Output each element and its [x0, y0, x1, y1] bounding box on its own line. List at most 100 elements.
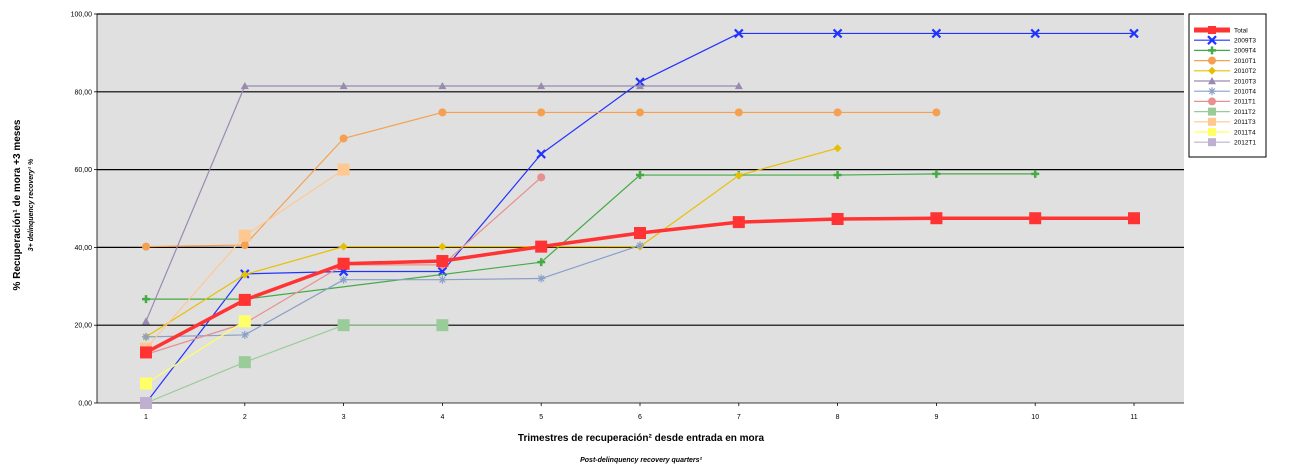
data-point [831, 213, 844, 226]
data-point [930, 212, 943, 225]
data-point [1029, 212, 1042, 225]
data-point [734, 108, 743, 117]
x-tick-label: 8 [836, 414, 840, 421]
data-point [438, 242, 447, 251]
series-line [145, 324, 443, 404]
data-point [1208, 107, 1216, 116]
data-point [636, 81, 644, 90]
legend-item: 2011T2 [1194, 107, 1256, 116]
data-point [238, 315, 251, 328]
legend-label: 2009T3 [1234, 38, 1256, 45]
legend-item: 2010T4 [1194, 87, 1256, 96]
legend-item: 2010T1 [1194, 56, 1256, 65]
legend-item: 2010T2 [1194, 66, 1256, 75]
y-tick-label: 40,00 [74, 245, 92, 252]
legend-label: 2011T2 [1234, 109, 1256, 116]
legend-label: 2010T2 [1234, 68, 1256, 75]
data-point [238, 356, 251, 369]
data-point [238, 229, 251, 242]
y-axis-title: % Recuperación¹ de mora +3 meses [12, 119, 23, 290]
legend-item: Total [1194, 26, 1248, 34]
data-point [436, 319, 449, 332]
data-point [240, 330, 249, 339]
data-point [339, 275, 348, 284]
series-2010T4 [142, 241, 644, 341]
x-tick-label: 9 [934, 414, 938, 421]
data-point [142, 317, 150, 325]
data-point [1129, 28, 1139, 39]
legend-label: 2012T1 [1234, 140, 1256, 147]
data-point [833, 144, 842, 153]
data-point [1208, 46, 1216, 55]
data-point [1128, 212, 1140, 225]
data-point [1208, 128, 1216, 136]
data-point [1208, 117, 1216, 126]
x-tick-label: 6 [638, 414, 642, 421]
data-point [339, 242, 348, 251]
data-point [931, 28, 942, 39]
data-point [337, 319, 350, 332]
data-point [140, 377, 152, 390]
data-point [636, 171, 644, 180]
data-point [436, 255, 449, 268]
data-point [634, 227, 646, 240]
data-point [1208, 56, 1216, 65]
data-point [537, 81, 546, 90]
x-tick-label: 11 [1130, 414, 1137, 421]
legend-label: 2011T4 [1234, 129, 1256, 136]
y-axis-subtitle: 3+ delinquency recovery¹ % [28, 158, 35, 251]
data-point [1208, 26, 1216, 34]
data-point [337, 163, 350, 176]
legend-item: 2011T3 [1194, 117, 1256, 126]
x-tick-label: 4 [440, 414, 444, 421]
series-line [146, 173, 1036, 300]
x-tick-label: 5 [539, 414, 543, 421]
data-point [537, 274, 546, 283]
data-point [636, 241, 644, 250]
series-2010T1 [142, 108, 941, 251]
data-point [438, 275, 447, 284]
data-point [1208, 77, 1216, 85]
data-point [1208, 138, 1216, 147]
data-point [339, 81, 348, 90]
data-point [1030, 28, 1040, 39]
legend-label: 2010T1 [1234, 58, 1256, 65]
legend-label: 2011T3 [1234, 119, 1256, 126]
legend-box [1188, 13, 1267, 158]
data-point [537, 173, 546, 182]
data-point [240, 270, 249, 279]
series-2011T4 [140, 315, 251, 390]
series-2010T3 [142, 81, 743, 325]
data-point [832, 28, 843, 39]
data-point [1208, 97, 1216, 106]
x-axis-title: Trimestres de recuperación² desde entrad… [518, 433, 765, 444]
data-point [734, 28, 744, 39]
data-point [140, 397, 152, 409]
y-tick-label: 0,00 [78, 401, 92, 408]
legend-item: 2012T1 [1194, 138, 1256, 147]
legend-label: 2010T3 [1234, 78, 1256, 85]
data-point [1031, 169, 1040, 178]
data-point [142, 295, 150, 304]
data-point [535, 240, 548, 253]
y-tick-label: 60,00 [74, 167, 92, 174]
data-point [240, 241, 249, 250]
data-point [636, 108, 644, 117]
data-point [537, 108, 546, 117]
data-point [1208, 66, 1216, 75]
data-point [339, 134, 348, 143]
x-tick-label: 10 [1031, 414, 1039, 421]
legend-item: 2009T4 [1194, 46, 1256, 55]
legend: Total 2009T3 2009T4 2010T1 2010T2 2010T3 2010T… [1188, 13, 1267, 158]
y-tick-label: 80,00 [74, 89, 92, 96]
x-tick-label: 1 [144, 414, 148, 421]
data-point [438, 81, 447, 90]
legend-item: 2011T4 [1194, 128, 1256, 136]
series-Total [140, 212, 1140, 359]
data-point [537, 258, 546, 267]
legend-item: 2010T3 [1194, 77, 1256, 85]
x-tick-label: 3 [342, 414, 346, 421]
legend-label: Total [1234, 27, 1248, 34]
